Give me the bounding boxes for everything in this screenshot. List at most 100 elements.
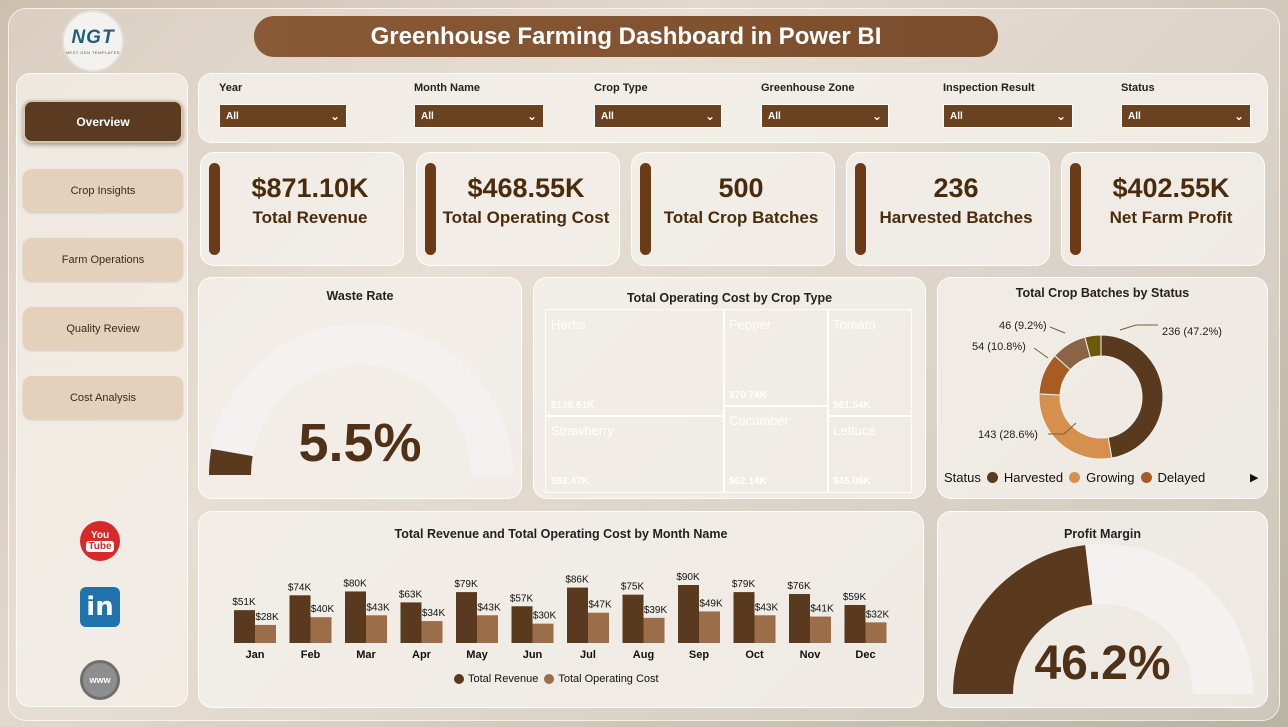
treemap-cell-pepper[interactable]: Pepper $70.74K [723,309,829,407]
bar-operating-cost[interactable] [643,617,665,643]
bar-revenue[interactable] [844,604,866,643]
donut-slice[interactable] [1038,393,1113,460]
bar-data-label: $86K [565,575,589,586]
sidebar-item-overview[interactable]: Overview [23,100,183,143]
treemap-cell-value: $136.61K [551,400,595,411]
donut-leader-line [1049,326,1066,334]
donut-slice[interactable] [1100,334,1164,459]
kpi-value: $871.10K [251,173,369,203]
legend-dot [986,472,998,483]
filter-label: Crop Type [594,82,648,94]
chevron-down-icon: ⌄ [1055,109,1066,123]
bar-operating-cost[interactable] [810,616,831,643]
chevron-down-icon: ⌄ [704,109,715,123]
treemap-cell-strawberry[interactable]: Strawberry $92.47K [545,415,725,493]
kpi-label: Total Revenue [252,208,368,227]
treemap-cell-lettuce[interactable]: Lettuce $45.06K [827,415,912,493]
crop-type-dropdown[interactable]: All ⌄ [594,104,722,128]
gauge-track [209,323,513,475]
donut-label-delayed: 54 (10.8%) [972,341,1026,353]
x-tick-label: Dec [855,649,875,661]
x-tick-label: Apr [412,649,432,661]
ngt-logo: NGT NEXT GEN TEMPLATES [62,10,124,72]
bar-revenue[interactable] [289,595,311,643]
donut-slice[interactable] [1084,334,1102,359]
bar-data-label: $79K [732,579,756,590]
bar-data-label: $28K [255,612,279,623]
kpi-card-total-crop-batches: 500 Total Crop Batches [631,152,835,266]
bar-operating-cost[interactable] [699,611,720,643]
page-title-text: Greenhouse Farming Dashboard in Power BI [370,22,882,50]
bar-operating-cost[interactable] [588,612,609,643]
bar-operating-cost[interactable] [532,623,554,643]
treemap-cell-value: $45.06K [833,476,871,487]
legend-dot [544,674,555,684]
filter-crop-type: Crop Type All ⌄ [594,82,722,128]
bar-revenue[interactable] [234,610,255,643]
bar-data-label: $47K [588,600,612,611]
bar-revenue[interactable] [511,606,533,643]
kpi-label: Total Crop Batches [663,208,819,227]
sidebar-item-quality-review[interactable]: Quality Review [23,307,183,350]
bar-operating-cost[interactable] [310,617,332,643]
treemap-cell-name: Strawberry [551,423,614,438]
donut-title: Total Crop Batches by Status [1015,286,1190,300]
treemap-cell-value: $92.47K [551,476,589,487]
bar-operating-cost[interactable] [255,624,276,643]
treemap-cell-cucumber[interactable]: Cucumber $62.14K [723,405,829,493]
bar-data-label: $39K [644,605,668,616]
bar-revenue[interactable] [789,594,810,643]
logo-subtext: NEXT GEN TEMPLATES [66,50,120,55]
legend-next-icon[interactable]: ▶ [1250,472,1259,484]
youtube-link[interactable]: You Tube [79,520,121,562]
legend-item-total-revenue[interactable]: Total Revenue [468,673,539,685]
treemap-cell-tomato[interactable]: Tomato $61.54K [827,309,912,417]
bar-revenue[interactable] [622,594,644,643]
profit-margin-title: Profit Margin [1063,527,1142,541]
filter-label: Inspection Result [943,82,1035,94]
bar-data-label: $30K [533,611,557,622]
bar-operating-cost[interactable] [754,615,776,643]
status-dropdown[interactable]: All ⌄ [1121,104,1251,128]
treemap-cell-name: Pepper [729,317,771,332]
bar-revenue[interactable] [400,602,422,643]
x-tick-label: Aug [633,649,654,661]
chevron-down-icon: ⌄ [871,109,882,123]
year-dropdown[interactable]: All ⌄ [219,104,347,128]
legend-item-delayed[interactable]: Delayed [1157,470,1206,485]
bar-operating-cost[interactable] [366,615,387,643]
bar-revenue[interactable] [456,592,477,643]
treemap-cell-herbs[interactable]: Herbs $136.61K [545,309,725,417]
sidebar-item-crop-insights[interactable]: Crop Insights [23,169,183,212]
sidebar-item-label: Quality Review [66,322,140,335]
sidebar-item-label: Overview [76,114,130,129]
bar-revenue[interactable] [678,585,699,643]
month-dropdown[interactable]: All ⌄ [414,104,544,128]
donut-legend: Status Harvested Growing Delayed [944,470,1205,485]
filter-year: Year All ⌄ [219,82,347,128]
waste-rate-title: Waste Rate [326,289,394,303]
legend-item-harvested[interactable]: Harvested [1003,470,1064,485]
greenhouse-zone-dropdown[interactable]: All ⌄ [761,104,889,128]
bar-operating-cost[interactable] [421,621,443,643]
bar-data-label: $40K [311,604,335,615]
sidebar-item-cost-analysis[interactable]: Cost Analysis [23,376,183,419]
bar-revenue[interactable] [345,591,366,643]
waste-rate-card: Waste Rate 5.5% [198,277,522,499]
bar-operating-cost[interactable] [477,615,498,643]
gauge-fill [953,545,1093,694]
bar-operating-cost[interactable] [865,622,887,643]
legend-item-total-operating-cost[interactable]: Total Operating Cost [558,673,659,685]
website-link[interactable]: www [79,659,121,701]
bar-revenue[interactable] [567,587,588,643]
legend-item-growing[interactable]: Growing [1086,470,1135,485]
gauge-fill [209,448,253,475]
waste-rate-value: 5.5% [298,413,422,473]
bar-revenue[interactable] [733,592,755,643]
kpi-card-harvested-batches: 236 Harvested Batches [846,152,1050,266]
sidebar-item-farm-operations[interactable]: Farm Operations [23,238,183,281]
linkedin-link[interactable]: in [79,586,121,628]
inspection-result-dropdown[interactable]: All ⌄ [943,104,1073,128]
kpi-accent-bar [425,163,436,255]
chevron-down-icon: ⌄ [329,109,340,123]
